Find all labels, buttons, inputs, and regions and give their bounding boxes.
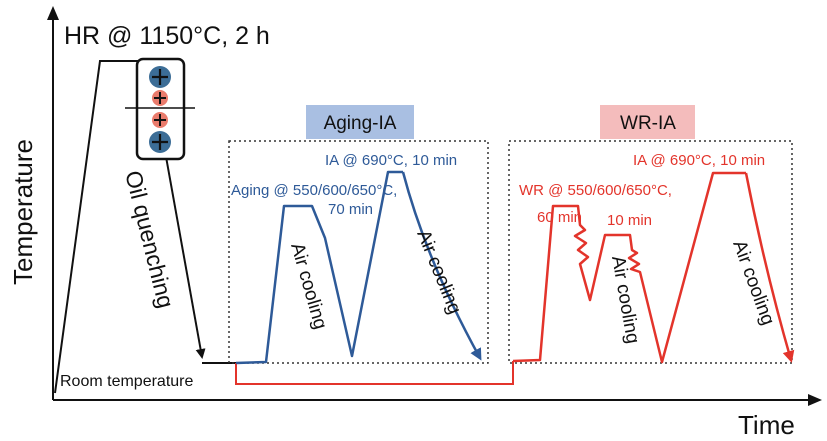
aging-time-label: 70 min (328, 201, 373, 218)
room-temperature-label: Room temperature (60, 373, 193, 390)
room-temperature-route (235, 361, 514, 385)
aging-ia-curve (235, 170, 403, 365)
wr-ia-title: WR-IA (620, 113, 676, 134)
aging-label: Aging @ 550/600/650°C, (231, 182, 397, 199)
oil-quench-line (162, 139, 206, 359)
aging-ia-box (228, 140, 489, 364)
microstructure-badge (125, 57, 195, 161)
x-axis-arrow-icon (808, 394, 822, 406)
wr-air-cooling-label: Air cooling (607, 254, 643, 345)
wr-ia-section: WR-IA IA @ 690°C, 10 min WR @ 550/600/65… (508, 105, 795, 364)
ia-label-red: IA @ 690°C, 10 min (633, 152, 765, 169)
aging-ia-section: Aging-IA IA @ 690°C, 10 min Aging @ 550/… (228, 105, 489, 365)
hr-process: HR @ 1150°C, 2 h Oil quenching Room temp… (54, 22, 270, 394)
aging-ia-cooling-arrow (401, 171, 482, 361)
hr-curve (54, 60, 150, 394)
wr-ia-curve (512, 171, 746, 364)
plus-circle-icon (152, 112, 168, 128)
wr-label: WR @ 550/600/650°C, (519, 182, 672, 199)
wr-ia-box (508, 140, 793, 364)
ia-air-cooling-label: Air cooling (412, 227, 465, 317)
plus-circle-icon (149, 131, 171, 153)
wr-time-label-1: 60 min (537, 209, 582, 226)
axes: Temperature Time (8, 6, 822, 440)
aging-ia-title-bg (306, 105, 414, 139)
wr-ia-cooling-arrow (744, 172, 795, 363)
aging-air-cooling-label: Air cooling (286, 241, 331, 332)
wr-ia-title-bg (600, 105, 695, 139)
x-axis-label: Time (738, 410, 795, 440)
aging-ia-title: Aging-IA (324, 113, 397, 134)
y-axis-label: Temperature (8, 139, 38, 285)
plus-circle-icon (149, 66, 171, 88)
wr-time-label-2: 10 min (607, 212, 652, 229)
hr-label: HR @ 1150°C, 2 h (64, 22, 270, 50)
ia-label-blue: IA @ 690°C, 10 min (325, 152, 457, 169)
oil-quenching-label: Oil quenching (120, 168, 179, 311)
plus-circle-icon (152, 90, 168, 106)
y-axis-arrow-icon (47, 6, 59, 20)
